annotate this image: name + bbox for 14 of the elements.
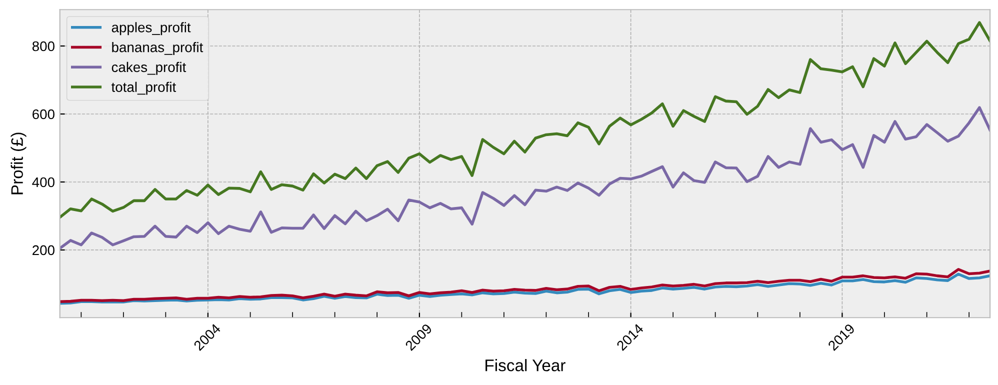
- legend-label: bananas_profit: [112, 42, 204, 55]
- line-series: [60, 268, 990, 304]
- line-series: [60, 272, 990, 305]
- legend-label: total_profit: [111, 82, 176, 95]
- y-tick-label: 200: [32, 245, 54, 256]
- y-tick-label: 800: [32, 41, 54, 52]
- legend-label: apples_profit: [112, 22, 191, 36]
- legend-label: cakes_profit: [112, 62, 186, 75]
- x-axis-title: Fiscal Year: [486, 359, 566, 372]
- y-axis-title: Profit (£): [10, 132, 26, 194]
- line-series: [60, 21, 990, 219]
- y-tick-label: 600: [32, 109, 54, 120]
- line-series: [60, 106, 990, 250]
- y-tick-label: 400: [32, 177, 54, 188]
